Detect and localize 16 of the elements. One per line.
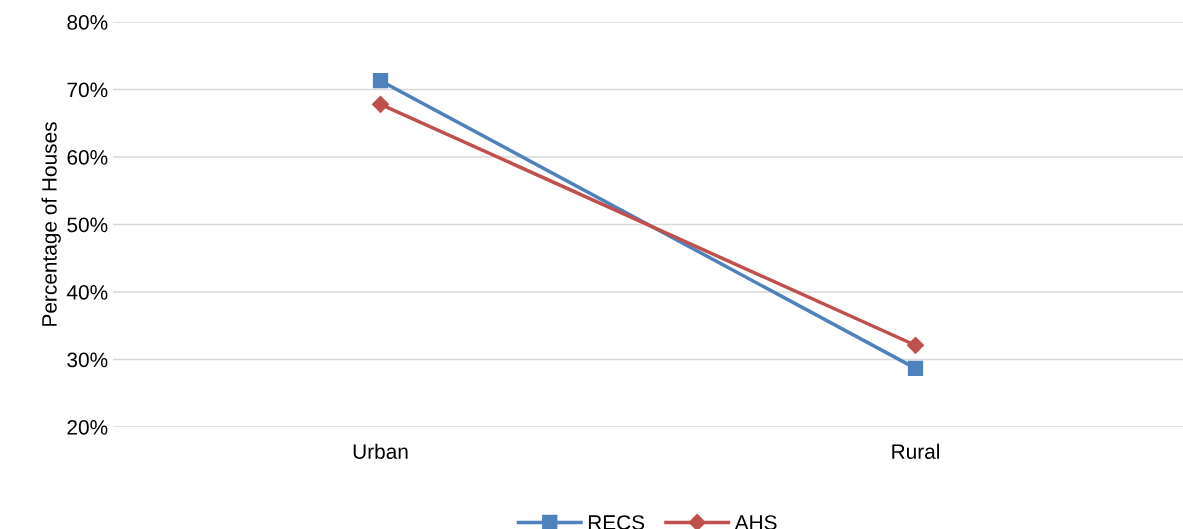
y-axis-title: Percentage of Houses — [41, 122, 61, 326]
point — [371, 95, 390, 113]
y-tick-label: 30% — [67, 352, 108, 368]
x-tick-label: Rural — [892, 443, 939, 459]
y-tick-label: 50% — [67, 217, 108, 233]
legend-label: RECS — [588, 515, 645, 529]
y-tick-label: 20% — [67, 420, 108, 435]
point — [906, 336, 925, 354]
legend-label: AHS — [734, 515, 777, 529]
y-tick-label: 40% — [66, 285, 108, 300]
y-tick-label: 60% — [67, 150, 108, 165]
point — [907, 360, 924, 376]
y-tick-label: 80% — [67, 15, 108, 30]
x-tick-label: Urban — [353, 443, 408, 459]
point — [372, 73, 389, 89]
y-tick-label: 70% — [67, 82, 108, 98]
